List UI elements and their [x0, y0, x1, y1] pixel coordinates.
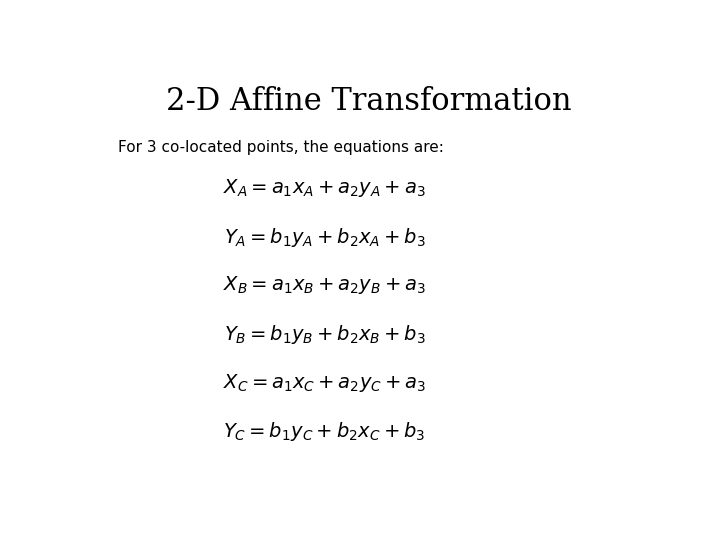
Text: For 3 co-located points, the equations are:: For 3 co-located points, the equations a… [118, 140, 444, 154]
Text: $X_{B} = a_1 x_{B} + a_2 y_{B} + a_3$: $X_{B} = a_1 x_{B} + a_2 y_{B} + a_3$ [223, 274, 426, 296]
Text: $X_{A} = a_1 x_{A} + a_2 y_{A} + a_3$: $X_{A} = a_1 x_{A} + a_2 y_{A} + a_3$ [223, 177, 426, 199]
Text: $Y_{B} = b_1 y_{B} + b_2 x_{B} + b_3$: $Y_{B} = b_1 y_{B} + b_2 x_{B} + b_3$ [223, 323, 426, 346]
Text: $Y_{C} = b_1 y_{C} + b_2 x_{C} + b_3$: $Y_{C} = b_1 y_{C} + b_2 x_{C} + b_3$ [223, 420, 426, 443]
Text: 2-D Affine Transformation: 2-D Affine Transformation [166, 85, 572, 117]
Text: $X_{C} = a_1 x_{C} + a_2 y_{C} + a_3$: $X_{C} = a_1 x_{C} + a_2 y_{C} + a_3$ [222, 372, 426, 394]
Text: $Y_{A} = b_1 y_{A} + b_2 x_{A} + b_3$: $Y_{A} = b_1 y_{A} + b_2 x_{A} + b_3$ [223, 226, 426, 249]
